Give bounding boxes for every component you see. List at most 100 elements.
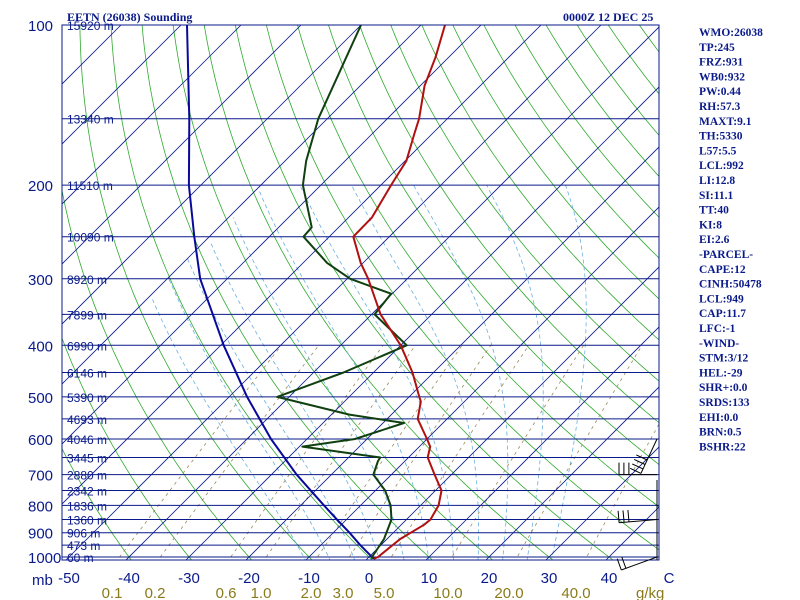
dry-adiabat-line: [483, 25, 659, 259]
wind-barb-flag: [627, 509, 630, 522]
height-level-label: 2342 m: [67, 485, 107, 499]
index-value: TP:245: [699, 42, 735, 54]
height-level-label: 1836 m: [67, 499, 107, 513]
mixing-ratio-line: [515, 345, 643, 560]
isotherm-line: [62, 25, 362, 325]
index-value: WB0:932: [699, 71, 745, 83]
isotherm-line: [305, 206, 659, 560]
height-level-label: 15920 m: [67, 19, 114, 33]
height-level-label: 3445 m: [67, 452, 107, 466]
index-value: STM:3/12: [699, 353, 748, 365]
dry-adiabat-line: [266, 25, 659, 551]
dry-adiabat-line: [452, 25, 659, 300]
isotherm-line: [425, 326, 659, 560]
index-value: LCL:992: [699, 160, 744, 172]
pressure-tick-label: 400: [28, 338, 53, 355]
mixing-ratio-line: [157, 345, 320, 560]
height-level-label: 8920 m: [67, 273, 107, 287]
height-level-label: 4046 m: [67, 433, 107, 447]
wind-barb-flag: [621, 556, 627, 569]
isotherm-line: [485, 386, 659, 560]
dry-adiabat-line: [390, 25, 659, 382]
dry-adiabat-line: [79, 25, 313, 560]
isotherm-line: [62, 25, 482, 445]
temperature-tick-label: 40: [601, 570, 618, 587]
wind-barb-flag: [617, 510, 620, 523]
pressure-tick-label: 500: [28, 390, 53, 407]
wind-barb: [617, 509, 658, 524]
isotherm-line: [365, 266, 659, 560]
mixing-ratio-tick-label: 0.1: [102, 585, 123, 600]
diagram-grid: [62, 25, 659, 560]
mixing-ratio-tick-label: 10.0: [433, 585, 462, 600]
mixing-unit-label: g/kg: [636, 585, 664, 600]
sounding-time: 0000Z 12 DEC 25: [563, 10, 653, 24]
pressure-tick-label: 300: [28, 272, 53, 289]
height-level-label: 6990 m: [67, 339, 107, 353]
temperature-tick-label: C: [664, 570, 675, 587]
wind-barb-shaft: [619, 518, 658, 524]
dry-adiabat-line: [421, 25, 659, 341]
wind-barb-flag: [629, 467, 642, 474]
height-level-label: 473 m: [67, 539, 100, 553]
pressure-tick-label: 1000: [28, 550, 61, 567]
isotherm-line: [65, 25, 602, 560]
moist-adiabat-line: [187, 258, 356, 560]
pressure-tick-label: 200: [28, 178, 53, 195]
mixing-ratio-line: [228, 345, 384, 560]
wind-barb-shaft: [621, 556, 658, 571]
height-level-label: 11510 m: [67, 179, 113, 193]
isotherm-line: [62, 25, 422, 385]
mixing-ratio-line: [388, 345, 530, 560]
index-value: -PARCEL-: [699, 249, 753, 261]
temperature-tick-label: 30: [541, 570, 558, 587]
index-value: BSHR:22: [699, 441, 746, 453]
profile-lines: [186, 25, 446, 560]
dry-adiabat-line: [297, 25, 659, 508]
index-value: SRDS:133: [699, 397, 750, 409]
index-value: BRN:0.5: [699, 427, 742, 439]
mixing-ratio-tick-label: 0.2: [145, 585, 166, 600]
index-value: LFC:-1: [699, 323, 736, 335]
dewpoint-line: [276, 25, 408, 559]
index-value: MAXT:9.1: [699, 116, 752, 128]
index-value: CINH:50478: [699, 279, 762, 291]
height-level-label: 906 m: [67, 527, 100, 541]
height-level-label: 4693 m: [67, 413, 107, 427]
dry-adiabat-line: [62, 447, 132, 560]
moist-adiabat-line: [258, 190, 430, 560]
mixing-ratio-line: [116, 345, 282, 560]
height-level-label: 13340 m: [67, 113, 114, 127]
index-value: WMO:26038: [699, 27, 763, 39]
wind-barb-flag: [616, 558, 622, 571]
mixing-ratio-tick-label: 1.0: [251, 585, 272, 600]
isotherm-line: [62, 25, 242, 205]
pressure-tick-label: 900: [28, 526, 53, 543]
height-level-label: 10090 m: [67, 231, 114, 245]
wind-barbs: [616, 438, 658, 571]
height-level-label: 1360 m: [67, 514, 107, 528]
moist-adiabat-line: [486, 184, 544, 560]
mixing-ratio-line: [315, 345, 463, 560]
wind-barb: [618, 462, 658, 476]
temperature-tick-label: -50: [58, 570, 80, 587]
wind-barb-flag: [633, 458, 646, 465]
pressure-tick-label: 600: [28, 432, 53, 449]
pressure-tick-label: 100: [28, 18, 53, 35]
index-value: SI:11.1: [699, 190, 733, 202]
height-level-label: 2880 m: [67, 469, 107, 483]
moist-adiabat-line: [551, 184, 587, 560]
index-value: PW:0.44: [699, 86, 741, 98]
isotherm-line: [62, 25, 182, 145]
temperature-tick-label: -10: [298, 570, 320, 587]
dry-adiabat-line: [62, 337, 192, 560]
index-value: HEL:-29: [699, 367, 743, 379]
height-level-label: 7899 m: [67, 308, 107, 322]
temperature-line: [352, 25, 446, 560]
dry-adiabat-line: [359, 25, 659, 424]
temperature-tick-label: -40: [118, 570, 140, 587]
wind-barb-flag: [622, 510, 625, 523]
index-panel: WMO:26038 TP:245 FRZ:931 WB0:932 PW:0.44 RH:5…: [699, 27, 763, 453]
